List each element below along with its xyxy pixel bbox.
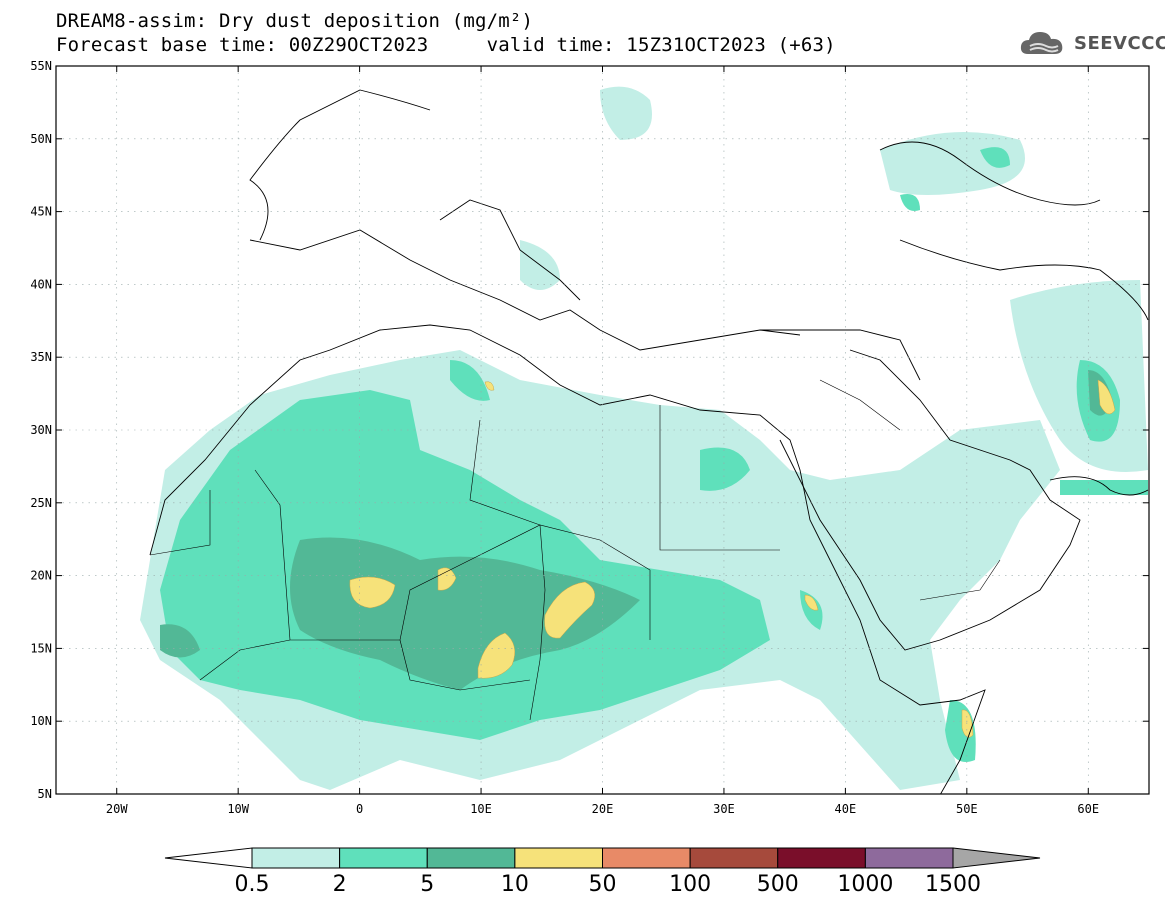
lat-label: 55N: [30, 59, 52, 73]
lat-label: 5N: [38, 787, 52, 801]
colorbar-label: 1000: [837, 872, 894, 897]
colorbar-label: 10: [500, 872, 529, 897]
dust-level-10: [349, 379, 1116, 738]
colorbar-swatch: [864, 847, 954, 869]
colorbar: [164, 847, 1041, 869]
colorbar-swatch: [426, 847, 516, 869]
lon-label: 20E: [592, 802, 614, 816]
lon-label: 50E: [956, 802, 978, 816]
lon-label: 30E: [713, 802, 735, 816]
lat-label: 30N: [30, 423, 52, 437]
lon-label: 60E: [1077, 802, 1099, 816]
cloud-icon: [1020, 32, 1063, 54]
lon-label: 10E: [470, 802, 492, 816]
logo-text: SEEVCCC: [1074, 32, 1165, 54]
lon-label: 20W: [106, 802, 128, 816]
axis-ticks: [56, 65, 1149, 795]
seevccc-logo: SEEVCCC: [1018, 28, 1165, 58]
colorbar-swatch: [602, 847, 691, 869]
dust-field: [140, 86, 1148, 790]
colorbar-label: 100: [669, 872, 712, 897]
colorbar-swatch: [514, 847, 603, 869]
map-subtitle: Forecast base time: 00Z29OCT2023 valid t…: [56, 34, 836, 56]
colorbar-label: 1500: [925, 872, 981, 897]
lat-label: 40N: [30, 277, 52, 291]
gridlines: [56, 66, 1149, 794]
lat-labels: 55N 50N 45N 40N 35N 30N 25N 20N 15N 10N 5N: [30, 59, 52, 801]
colorbar-lower-arrow: [164, 847, 253, 869]
colorbar-swatch: [251, 847, 341, 869]
lat-label: 35N: [30, 350, 52, 364]
lat-label: 50N: [30, 132, 52, 146]
colorbar-label: 500: [756, 872, 799, 897]
colorbar-swatch: [777, 847, 866, 869]
lat-label: 15N: [30, 641, 52, 655]
colorbar-upper-arrow: [952, 847, 1041, 869]
lon-labels: 20W 10W 0 10E 20E 30E 40E 50E 60E: [106, 802, 1099, 816]
colorbar-label: 5: [420, 872, 435, 897]
lon-label: 10W: [227, 802, 249, 816]
lon-label: 0: [356, 802, 363, 816]
lat-label: 25N: [30, 496, 52, 510]
colorbar-swatch: [689, 847, 779, 869]
lat-label: 20N: [30, 569, 52, 583]
country-borders: [149, 379, 1001, 721]
colorbar-swatch: [339, 847, 428, 869]
lon-label: 40E: [835, 802, 857, 816]
colorbar-label: 50: [588, 872, 617, 897]
colorbar-label: 2: [332, 872, 347, 897]
lat-label: 45N: [30, 205, 52, 219]
coastlines: [149, 89, 1149, 794]
lat-label: 10N: [30, 714, 52, 728]
colorbar-label: 0.5: [234, 872, 270, 897]
map-title: DREAM8-assim: Dry dust deposition (mg/m²…: [56, 10, 534, 32]
